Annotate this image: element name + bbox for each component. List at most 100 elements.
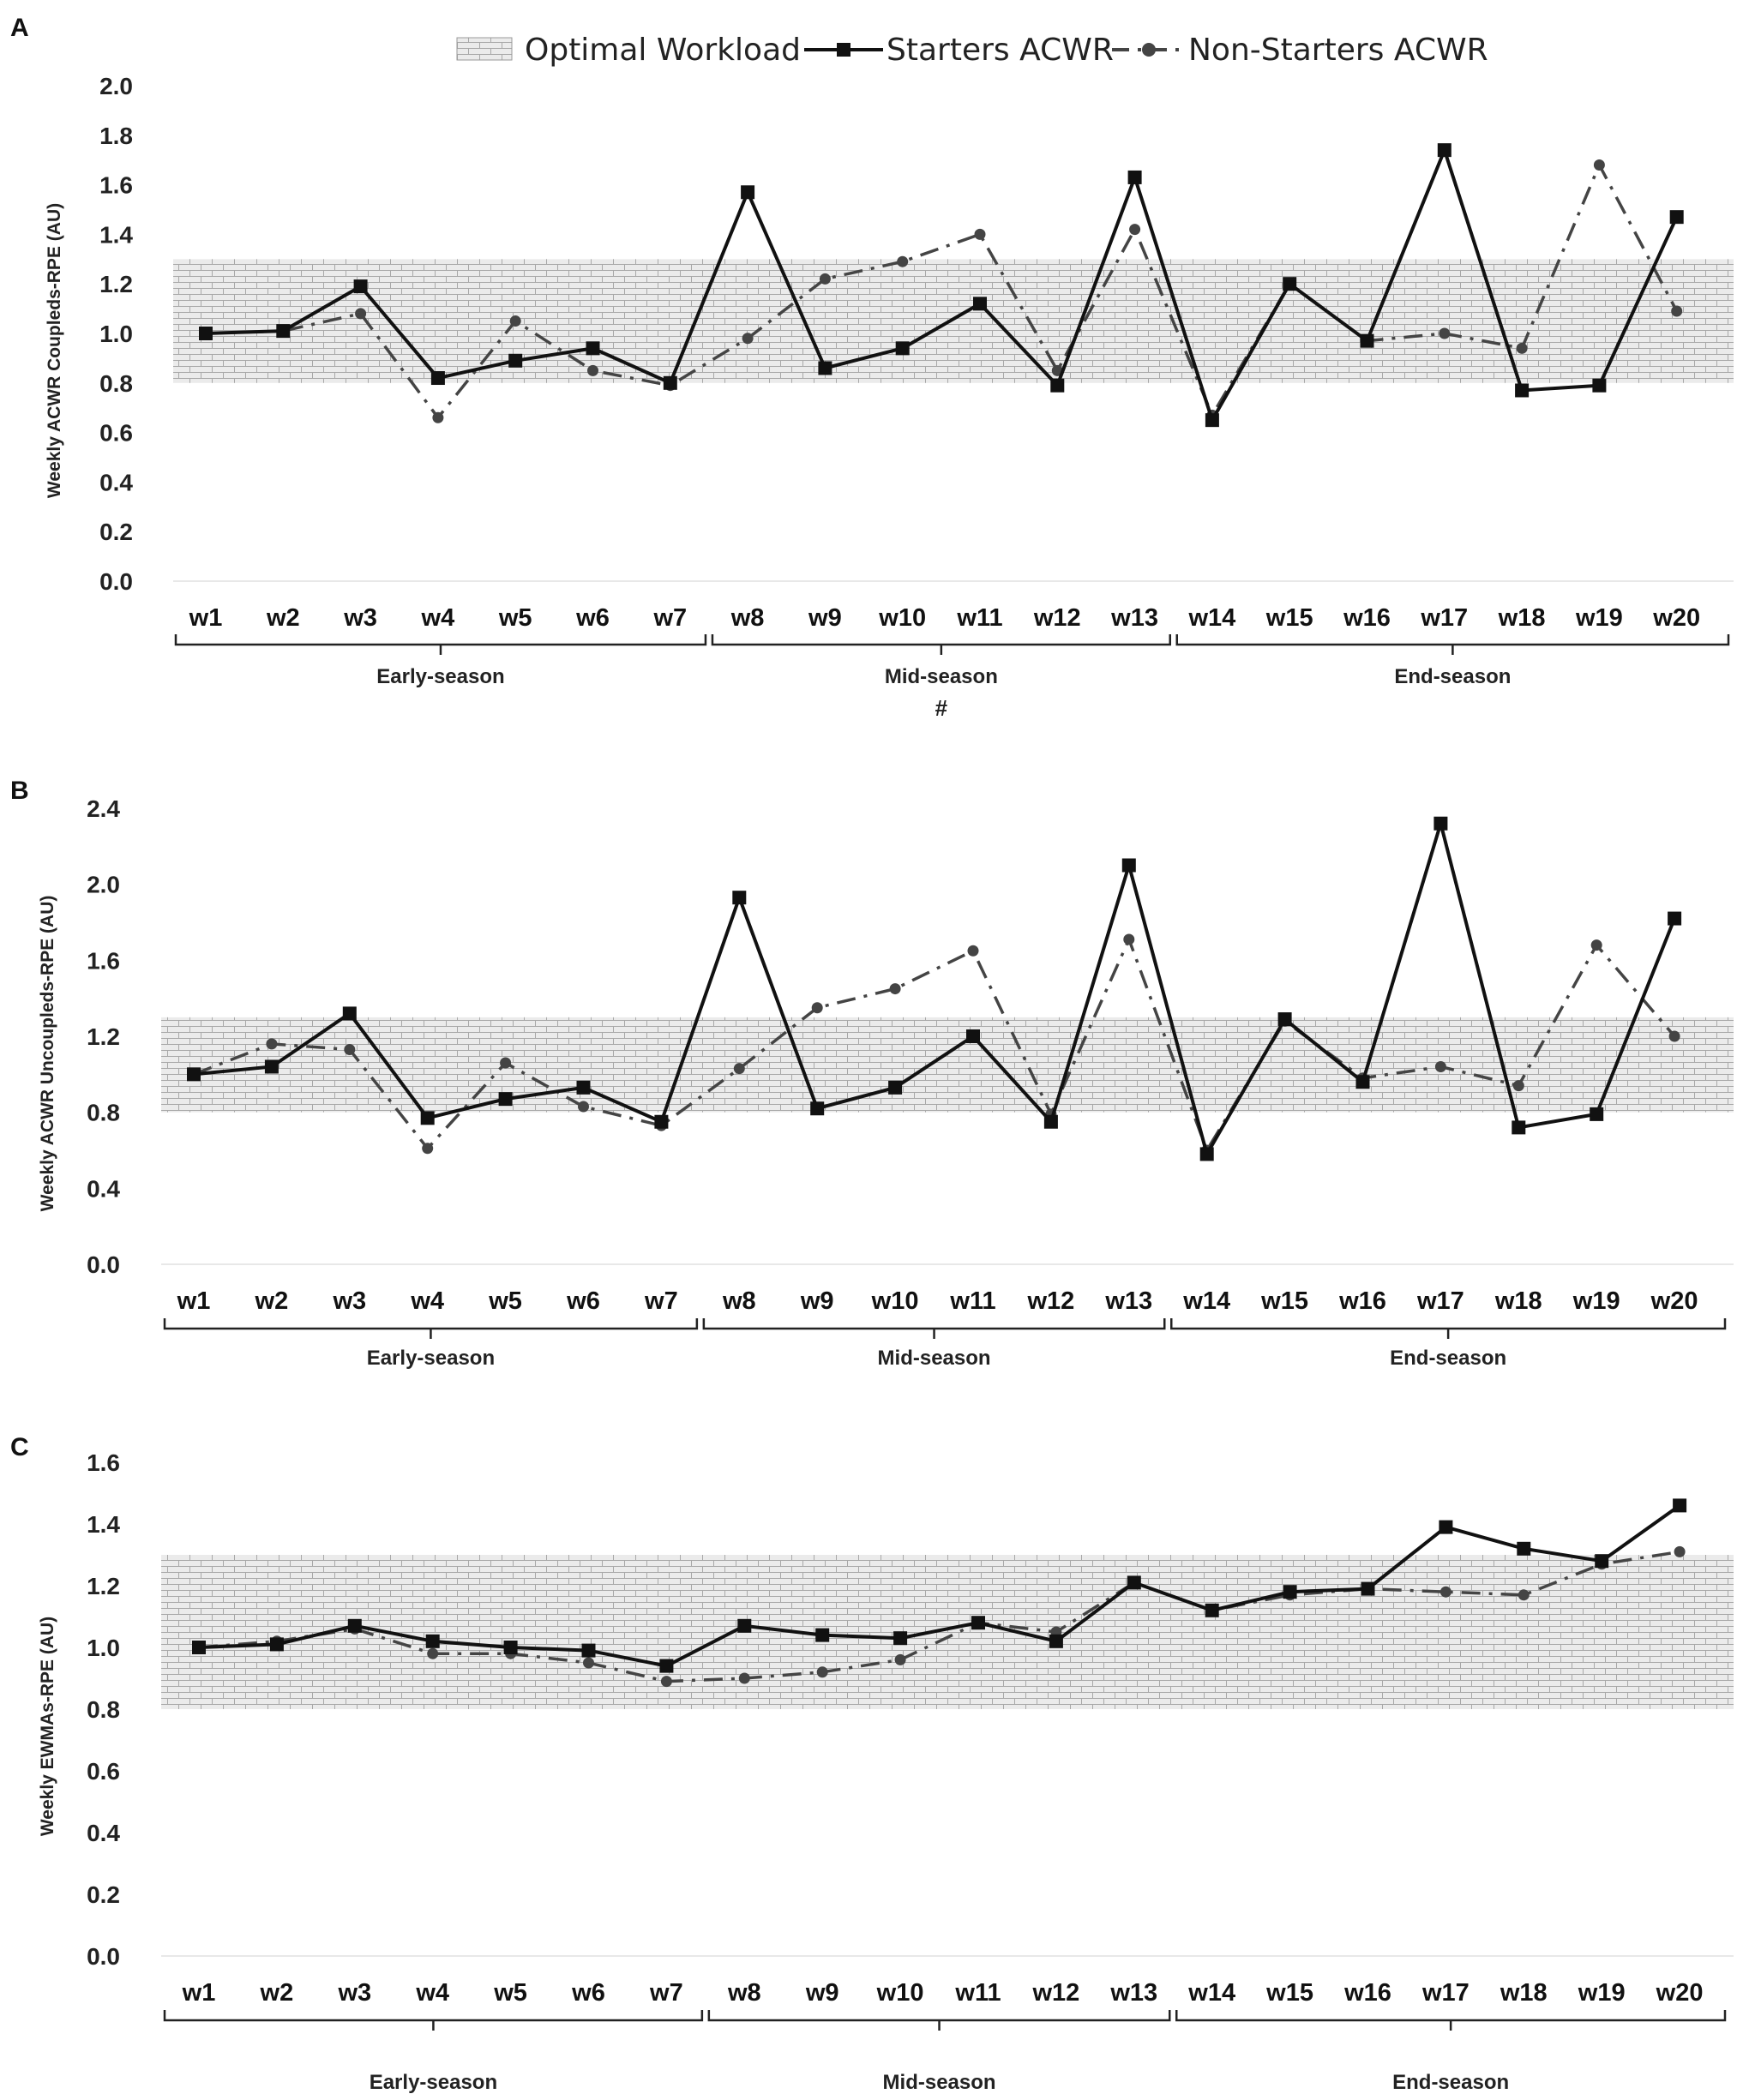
x-tick-label: w12 — [1033, 604, 1081, 632]
starters-point — [818, 361, 832, 375]
x-tick-label: w5 — [488, 1287, 522, 1315]
x-tick-label: w5 — [498, 604, 532, 632]
starters-point — [1433, 816, 1448, 831]
nonstarters-point — [1674, 1545, 1686, 1557]
x-tick-label: w20 — [1650, 1287, 1698, 1315]
x-tick-label: w7 — [649, 1979, 683, 2007]
season-label: Mid-season — [878, 1347, 991, 1370]
season-bracket — [163, 1318, 699, 1339]
x-tick-label: w1 — [177, 1287, 211, 1315]
starters-point — [420, 1111, 435, 1125]
x-tick-label: w10 — [871, 1287, 919, 1315]
starters-point — [737, 1618, 752, 1633]
x-tick-label: w18 — [1498, 604, 1546, 632]
starters-point — [1049, 1634, 1063, 1648]
nonstarters-point — [811, 1002, 823, 1014]
legend-nonstarters-marker — [1142, 43, 1156, 57]
starters-point — [508, 353, 523, 368]
panel-c-plot: 0.0 0.2 0.4 0.6 0.8 1.0 1.2 1.4 1.6 Weekly EWMAs-… — [38, 1449, 1734, 2094]
starters-point — [199, 327, 213, 340]
x-tick-label: w1 — [182, 1979, 216, 2007]
starters-point — [895, 341, 910, 356]
starters-point — [1512, 1120, 1526, 1135]
y-tick-label: 1.0 — [87, 1635, 120, 1661]
nonstarters-point — [1439, 327, 1451, 339]
nonstarters-point — [738, 1672, 750, 1684]
starters-point — [893, 1631, 908, 1646]
x-tick-label: w18 — [1500, 1979, 1548, 2007]
starters-point — [1277, 1012, 1292, 1027]
starters-point — [498, 1092, 513, 1107]
starters-point — [1517, 1541, 1531, 1556]
nonstarters-point — [1439, 1586, 1451, 1598]
x-tick-label: w14 — [1182, 1287, 1230, 1315]
nonstarters-point — [578, 1101, 589, 1113]
season-note: # — [935, 695, 948, 721]
panel-b: B 0.0 0.4 0.8 1.2 1.6 2.0 2.4 Weekly ACWR Uncou… — [10, 777, 1734, 1370]
season-bracket — [1175, 634, 1730, 655]
nonstarters-point — [897, 255, 909, 267]
y-tick-label: 0.8 — [99, 370, 133, 397]
x-tick-label: w8 — [727, 1979, 761, 2007]
starters-point — [264, 1059, 279, 1074]
starters-point — [581, 1643, 596, 1658]
nonstarters-point — [819, 273, 831, 285]
nonstarters-point — [355, 308, 367, 320]
y-axis-label: Weekly EWMAs-RPE (AU) — [38, 1617, 57, 1836]
starters-point — [659, 1659, 674, 1673]
y-tick-label: 1.0 — [99, 321, 133, 347]
panel-a-plot: 0.0 0.2 0.4 0.6 0.8 1.0 1.2 1.4 1.6 1.8 2.0 Weekly … — [45, 73, 1734, 721]
starters-series-line — [205, 145, 1679, 425]
y-tick-label: 1.6 — [99, 172, 133, 199]
nonstarters-point — [587, 364, 598, 376]
nonstarters-point — [1129, 224, 1141, 236]
x-tick-label: w7 — [644, 1287, 678, 1315]
x-tick-label: w16 — [1338, 1287, 1386, 1315]
starters-point — [586, 341, 600, 356]
starters-point — [732, 891, 747, 905]
nonstarters-point — [733, 1063, 745, 1075]
x-tick-label: w11 — [949, 1287, 995, 1315]
x-tick-label: w12 — [1031, 1979, 1079, 2007]
y-tick-label: 0.6 — [87, 1758, 120, 1785]
x-tick-label: w4 — [415, 1979, 449, 2007]
y-tick-label: 0.8 — [87, 1696, 120, 1723]
x-tick-label: w9 — [800, 1287, 834, 1315]
y-tick-label: 0.2 — [87, 1881, 120, 1908]
nonstarters-point — [509, 315, 521, 327]
starters-point — [276, 324, 291, 339]
starters-point — [430, 371, 445, 386]
y-tick-label: 1.8 — [99, 123, 133, 149]
y-tick-label: 0.0 — [87, 1251, 120, 1278]
y-axis-label: Weekly ACWR Uncoupleds-RPE (AU) — [38, 896, 57, 1212]
starters-point — [1283, 277, 1297, 291]
nonstarters-point — [1518, 1589, 1530, 1601]
nonstarters-point — [660, 1676, 672, 1688]
y-tick-label: 0.4 — [87, 1175, 120, 1202]
starters-point — [1592, 378, 1607, 393]
legend-optimal-swatch — [456, 37, 513, 61]
panel-letter-b: B — [10, 777, 29, 805]
nonstarters-point — [974, 228, 986, 240]
season-bracket — [1170, 1318, 1727, 1339]
panel-letter-c: C — [10, 1433, 29, 1461]
y-tick-label: 0.8 — [87, 1100, 120, 1126]
y-tick-label: 0.6 — [99, 420, 133, 447]
x-tick-label: w14 — [1187, 1979, 1235, 2007]
starters-point — [342, 1006, 357, 1021]
x-tick-label: w5 — [493, 1979, 527, 2007]
starters-point — [269, 1637, 284, 1652]
x-tick-label: w2 — [266, 604, 300, 632]
starters-point — [741, 185, 755, 200]
season-bracket — [163, 2010, 704, 2031]
x-tick-label: w20 — [1656, 1979, 1704, 2007]
y-tick-label: 1.2 — [99, 271, 133, 297]
starters-point — [973, 297, 987, 311]
starters-point — [1669, 210, 1684, 225]
x-tick-label: w9 — [805, 1979, 839, 2007]
x-tick-label: w17 — [1416, 1287, 1464, 1315]
season-bracket — [174, 634, 707, 655]
x-tick-label: w18 — [1494, 1287, 1542, 1315]
nonstarters-point — [1671, 305, 1683, 317]
